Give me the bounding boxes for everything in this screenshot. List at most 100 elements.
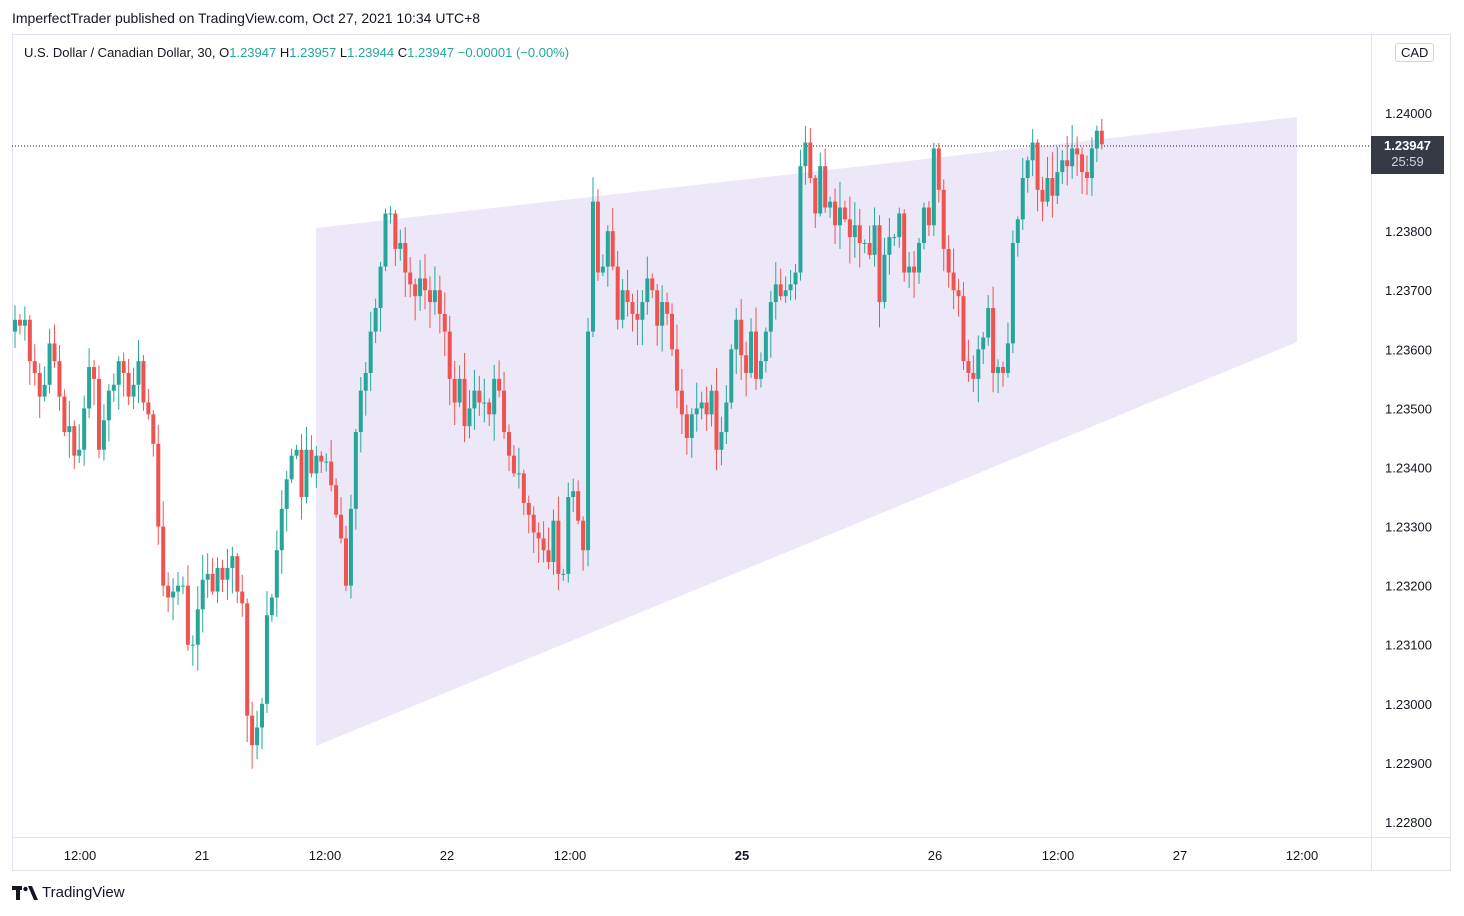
candle-body xyxy=(240,591,245,604)
candle-body xyxy=(339,514,344,539)
candle-body xyxy=(57,361,62,397)
candle-body xyxy=(709,390,714,415)
candle-body xyxy=(96,378,101,450)
candle-body xyxy=(1084,172,1089,178)
last-price-value: 1.23947 xyxy=(1384,138,1431,153)
candle-body xyxy=(171,591,176,598)
price-tick-label: 1.22800 xyxy=(1385,815,1432,830)
chart-frame xyxy=(12,34,1451,871)
close-value: 1.23947 xyxy=(407,45,455,60)
candle-body xyxy=(783,290,788,297)
candle-body xyxy=(353,432,358,509)
candle-body xyxy=(576,491,581,521)
candle-body xyxy=(363,372,368,391)
candle-body xyxy=(442,313,447,332)
candle-body xyxy=(299,449,304,498)
candle-body xyxy=(17,319,22,326)
candle-body xyxy=(941,189,946,249)
candle-body xyxy=(912,266,917,273)
candle-body xyxy=(264,615,269,704)
price-tick-label: 1.24000 xyxy=(1385,106,1432,121)
candle-body xyxy=(1035,142,1040,190)
candle-body xyxy=(956,290,961,297)
candle-body xyxy=(383,213,388,267)
candle-body xyxy=(166,585,171,598)
candle-body xyxy=(1055,172,1060,196)
candle-body xyxy=(571,491,576,498)
candle-body xyxy=(497,378,502,391)
candle-body xyxy=(921,207,926,243)
candle-body xyxy=(971,372,976,379)
candle-body xyxy=(536,532,541,539)
candle-body xyxy=(418,278,423,297)
candle-body xyxy=(146,402,151,415)
candle-body xyxy=(27,319,32,362)
candle-body xyxy=(872,225,877,255)
candle-body xyxy=(136,361,141,385)
candle-body xyxy=(867,242,872,255)
candle-body xyxy=(230,556,235,568)
candle-body xyxy=(185,585,190,645)
candle-body xyxy=(749,331,754,373)
candle-body xyxy=(1060,160,1065,173)
candle-body xyxy=(877,225,882,303)
candle-body xyxy=(215,567,220,592)
price-tick-label: 1.23100 xyxy=(1385,638,1432,653)
candle-body xyxy=(47,343,52,385)
candle-body xyxy=(541,538,546,551)
candle-body xyxy=(556,520,561,574)
candle-body xyxy=(739,319,744,356)
candle-body xyxy=(507,432,511,456)
candle-body xyxy=(778,284,783,297)
candle-body xyxy=(586,331,591,551)
candle-body xyxy=(763,331,768,362)
candle-body xyxy=(981,337,986,350)
candle-body xyxy=(398,242,403,249)
candle-body xyxy=(284,479,289,509)
candle-body xyxy=(1089,148,1094,178)
candle-body xyxy=(245,603,250,716)
candle-body xyxy=(161,526,166,586)
candle-body xyxy=(724,402,729,433)
tradingview-logo-icon xyxy=(12,885,38,900)
time-axis-separator xyxy=(12,837,1451,838)
candle-body xyxy=(521,473,526,503)
candle-body xyxy=(190,644,195,646)
candle-body xyxy=(803,142,808,167)
candle-body xyxy=(674,349,679,391)
candle-body xyxy=(605,231,610,267)
candle-body xyxy=(852,225,857,238)
candle-body xyxy=(610,231,615,267)
candle-body xyxy=(106,390,111,421)
candle-body xyxy=(590,201,595,332)
last-price-tag: 1.23947 25:59 xyxy=(1371,136,1444,174)
candle-body xyxy=(991,307,996,373)
candle-body xyxy=(620,290,625,320)
time-tick-label: 12:00 xyxy=(309,848,342,863)
candle-body xyxy=(551,520,556,563)
candle-body xyxy=(423,278,428,291)
candle-body xyxy=(600,266,605,273)
candle-body xyxy=(52,343,57,362)
candle-body xyxy=(1070,148,1075,167)
candle-body xyxy=(966,361,971,373)
candle-body xyxy=(655,290,660,326)
candle-body xyxy=(670,313,675,350)
candle-body xyxy=(1020,177,1025,220)
currency-badge[interactable]: CAD xyxy=(1395,43,1435,62)
symbol-label: U.S. Dollar / Canadian Dollar, 30, xyxy=(24,45,216,60)
candle-body xyxy=(121,361,126,373)
candle-body xyxy=(566,497,571,574)
candle-body xyxy=(477,390,482,403)
candle-body xyxy=(304,449,309,498)
candle-body xyxy=(833,201,838,226)
candle-body xyxy=(1045,177,1050,202)
candle-body xyxy=(645,278,650,303)
tradingview-logo[interactable]: TradingView xyxy=(12,884,125,901)
candle-body xyxy=(260,703,264,728)
candle-body xyxy=(432,290,437,303)
candle-body xyxy=(625,290,630,303)
candle-body xyxy=(200,579,205,610)
candle-body xyxy=(32,361,37,373)
